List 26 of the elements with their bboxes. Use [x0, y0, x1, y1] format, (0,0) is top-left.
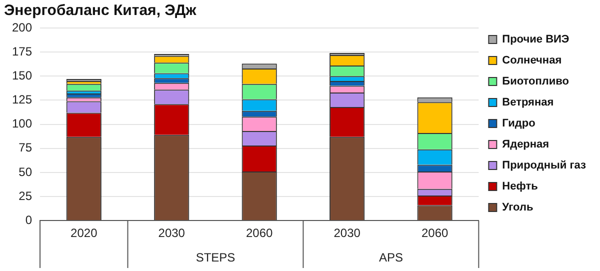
legend-label: Ветряная	[502, 96, 554, 109]
y-tick-label: 25	[18, 188, 32, 203]
legend-label: Прочие ВИЭ	[502, 34, 570, 46]
x-tick-label: 2060	[246, 226, 274, 240]
x-tick-label: 2030	[158, 226, 186, 240]
chart-title: Энергобаланс Китая, ЭДж	[4, 2, 197, 20]
y-tick-label: 150	[12, 68, 32, 82]
y-tick-label: 175	[12, 44, 32, 58]
legend-label: Природный газ	[502, 160, 587, 172]
text: APS	[378, 250, 403, 264]
y-tick-label: 100	[12, 116, 32, 131]
y-tick-label: 125	[12, 92, 32, 107]
legend-label: Гидро	[502, 118, 536, 130]
x-tick-label: 2060	[421, 226, 448, 240]
legend-label: Уголь	[502, 202, 534, 214]
x-tick-label: 2020	[70, 226, 98, 240]
y-tick-label: 200	[12, 20, 32, 34]
text: STEPS	[196, 250, 236, 264]
y-tick-label: 50	[18, 164, 32, 179]
y-tick-label: 75	[18, 140, 32, 155]
x-tick-label: 2030	[334, 226, 361, 240]
legend-label: Ядерная	[502, 138, 550, 151]
legend-label: Солнечная	[502, 54, 562, 67]
y-tick-label: 0	[25, 212, 32, 227]
legend-label: Нефть	[502, 180, 538, 193]
legend-label: Биотопливо	[502, 76, 570, 88]
